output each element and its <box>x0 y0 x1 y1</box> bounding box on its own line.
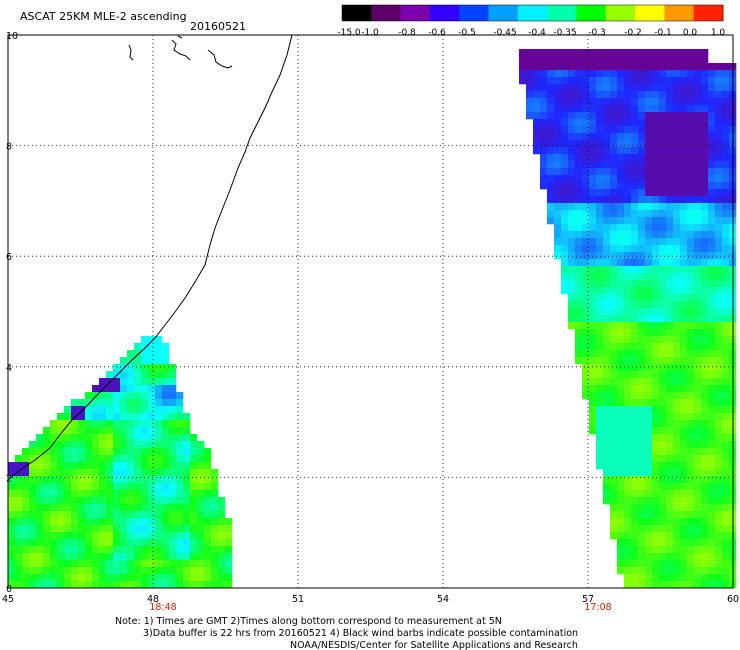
y-tick-label: 8 <box>6 142 12 153</box>
figure-title: ASCAT 25KM MLE-2 ascending <box>20 10 187 23</box>
colorbar-label: -0.2 <box>624 28 642 38</box>
coastline <box>7 34 293 481</box>
x-tick-label: 57 <box>582 594 594 605</box>
colorbar-swatch <box>576 5 607 21</box>
x-tick-label: 45 <box>2 594 14 605</box>
colorbar-label: 0.0 <box>683 28 698 38</box>
data-swaths <box>8 49 737 589</box>
colorbar-swatch <box>400 5 431 21</box>
island-outline <box>207 49 233 69</box>
plot-frame <box>7 34 734 589</box>
colorbar-label: -0.1 <box>654 28 672 38</box>
colorbar-swatch <box>429 5 460 21</box>
y-tick-label: 4 <box>6 363 12 374</box>
x-tick-label: 60 <box>727 594 739 605</box>
figure-date: 20160521 <box>190 20 246 33</box>
x-axis-ticks: 45 48 51 54 57 60 <box>2 594 739 605</box>
colorbar-swatch <box>342 5 372 21</box>
colorbar-swatch <box>664 5 695 21</box>
colorbar-swatch <box>693 5 724 21</box>
time-label: 17:08 <box>584 602 611 613</box>
colorbar-label: 1.0 <box>711 28 726 38</box>
map-plot-area <box>7 34 737 589</box>
note-line-1: Note: 1) Times are GMT 2)Times along bot… <box>115 616 502 627</box>
time-label: 18:48 <box>149 602 176 613</box>
colorbar-swatch <box>459 5 490 21</box>
island-outline <box>177 35 183 39</box>
x-tick-label: 51 <box>292 594 304 605</box>
y-tick-label: 2 <box>6 473 12 484</box>
colorbar-label: -0.45 <box>493 28 516 38</box>
colorbar-label: -0.8 <box>398 28 416 38</box>
colorbar-frame <box>341 4 724 22</box>
colorbar-labels: -15.0 -1.0 -0.8 -0.6 -0.5 -0.45 -0.4 -0.35 -0.3 -… <box>337 28 725 38</box>
colorbar-label: -0.4 <box>528 28 546 38</box>
island-outline <box>171 39 191 61</box>
colorbar <box>341 4 724 22</box>
coastline-somalia <box>7 34 293 481</box>
island-outline <box>128 44 134 61</box>
colorbar-swatch <box>547 5 577 21</box>
colorbar-swatch <box>635 5 665 21</box>
note-line-2: 3)Data buffer is 22 hrs from 20160521 4)… <box>143 628 578 639</box>
colorbar-swatch <box>517 5 548 21</box>
colorbar-swatch <box>371 5 402 21</box>
colorbar-label: -1.0 <box>361 28 379 38</box>
colorbar-label: -15.0 <box>337 28 361 38</box>
lat-lon-grid <box>8 35 733 588</box>
y-tick-label: 0 <box>6 584 12 595</box>
colorbar-swatch <box>605 5 636 21</box>
colorbar-label: -0.3 <box>588 28 606 38</box>
colorbar-label: -0.35 <box>553 28 576 38</box>
colorbar-swatch <box>488 5 519 21</box>
time-labels: 18:48 17:08 <box>149 602 611 613</box>
note-line-3: NOAA/NESDIS/Center for Satellite Applica… <box>290 640 578 650</box>
y-tick-label: 10 <box>6 31 18 42</box>
x-tick-label: 48 <box>147 594 159 605</box>
y-axis-ticks: 0 2 4 6 8 10 <box>6 31 18 595</box>
y-tick-label: 6 <box>6 252 12 263</box>
x-tick-label: 54 <box>437 594 449 605</box>
colorbar-label: -0.5 <box>458 28 476 38</box>
colorbar-label: -0.6 <box>428 28 446 38</box>
